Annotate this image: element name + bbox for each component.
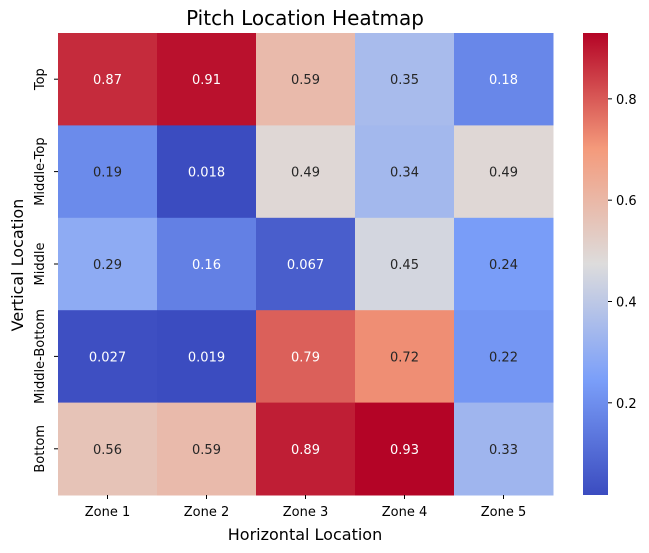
y-axis-label: Vertical Location [8, 199, 27, 332]
heatmap-cell [256, 33, 356, 126]
heatmap-cell [355, 125, 455, 219]
cell-value-label: 0.29 [93, 258, 122, 273]
heatmap-cell [454, 125, 554, 219]
colorbar-tick-label: 0.4 [616, 295, 637, 310]
heatmap-cell [454, 217, 554, 311]
heatmap-cell [58, 125, 158, 219]
heatmap-cell [157, 125, 257, 219]
heatmap-cell [157, 310, 257, 404]
chart-title: Pitch Location Heatmap [186, 6, 424, 30]
cell-value-label: 0.72 [390, 350, 419, 365]
heatmap-cell [58, 217, 158, 311]
colorbar-ticks: 0.2 0.4 0.6 0.8 [608, 93, 637, 412]
colorbar: 0.2 0.4 0.6 0.8 [583, 33, 637, 495]
x-tick-label: Zone 4 [382, 505, 428, 520]
cell-value-label: 0.34 [390, 166, 419, 181]
cell-value-label: 0.24 [489, 258, 518, 273]
x-tick-label: Zone 2 [184, 505, 230, 520]
x-tick-label: Zone 3 [283, 505, 329, 520]
cell-value-label: 0.018 [188, 166, 225, 181]
cell-value-label: 0.33 [489, 443, 518, 458]
cell-value-label: 0.49 [489, 166, 518, 181]
y-tick-label: Middle-Bottom [33, 309, 48, 404]
heatmap-cell [355, 217, 455, 311]
cell-value-label: 0.79 [291, 350, 320, 365]
heatmap-cell [256, 125, 356, 219]
heatmap-cell [355, 310, 455, 404]
heatmap-cell [157, 217, 257, 311]
x-axis-label: Horizontal Location [228, 525, 382, 544]
cell-value-label: 0.91 [192, 73, 221, 88]
cell-value-label: 0.019 [188, 350, 225, 365]
x-tick-label: Zone 1 [85, 505, 131, 520]
heatmap-cell [454, 33, 554, 126]
y-tick-label: Bottom [33, 425, 48, 473]
heatmap-cell [256, 310, 356, 404]
cell-value-label: 0.35 [390, 73, 419, 88]
heatmap-cell [157, 402, 257, 496]
heatmap-cell [58, 310, 158, 404]
cell-value-label: 0.93 [390, 443, 419, 458]
heatmap-cell [157, 33, 257, 126]
cell-value-label: 0.49 [291, 166, 320, 181]
x-tick-label: Zone 5 [481, 505, 527, 520]
y-axis: Top Middle-Top Middle Middle-Bottom Bottom [33, 68, 58, 473]
heatmap-cell [355, 402, 455, 496]
cell-value-label: 0.067 [287, 258, 324, 273]
x-axis: Zone 1 Zone 2 Zone 3 Zone 4 Zone 5 [85, 495, 527, 520]
heatmap-cell [256, 402, 356, 496]
heatmap-cell [58, 33, 158, 126]
y-tick-label: Middle [33, 243, 48, 286]
cell-value-label: 0.16 [192, 258, 221, 273]
y-tick-label: Middle-Top [33, 137, 48, 205]
cell-value-label: 0.59 [192, 443, 221, 458]
cell-value-label: 0.89 [291, 443, 320, 458]
colorbar-gradient [583, 33, 608, 495]
heatmap-cell [58, 402, 158, 496]
cell-value-label: 0.56 [93, 443, 122, 458]
cell-value-label: 0.22 [489, 350, 518, 365]
colorbar-tick-label: 0.8 [616, 93, 637, 108]
cell-value-label: 0.87 [93, 73, 122, 88]
cell-value-label: 0.45 [390, 258, 419, 273]
heatmap-cell [454, 402, 554, 496]
colorbar-tick-label: 0.2 [616, 397, 637, 412]
cell-value-label: 0.19 [93, 166, 122, 181]
cell-value-label: 0.59 [291, 73, 320, 88]
colorbar-tick-label: 0.6 [616, 194, 637, 209]
heatmap-cell [256, 217, 356, 311]
y-tick-label: Top [33, 68, 48, 91]
heatmap-cell [454, 310, 554, 404]
heatmap-cell [355, 33, 455, 126]
heatmap-cells: 0.87 0.91 0.59 0.35 0.18 0.19 0.018 0.49 0.34 0.4… [58, 33, 554, 496]
cell-value-label: 0.027 [89, 350, 126, 365]
cell-value-label: 0.18 [489, 73, 518, 88]
